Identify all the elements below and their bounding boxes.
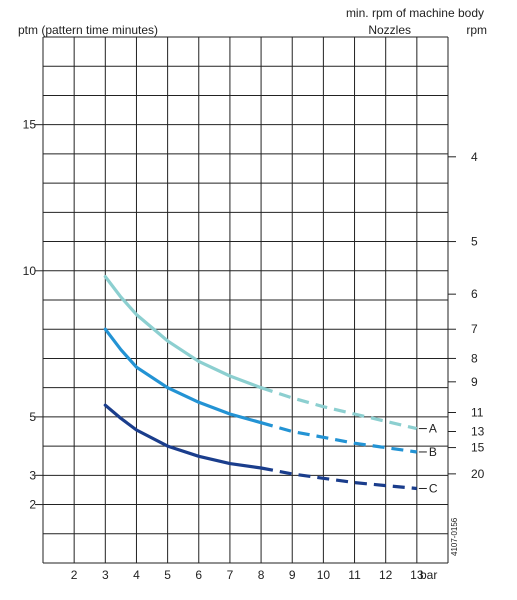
rpm-tick-label: 13 [471, 425, 485, 439]
y-tick-label: 10 [23, 264, 37, 278]
x-tick-label: 5 [164, 568, 171, 582]
x-tick-label: 3 [102, 568, 109, 582]
series-line-dashed-b [260, 421, 418, 454]
rpm-tick-label: 8 [471, 351, 478, 365]
y-tick-label: 2 [29, 498, 36, 512]
grid-lines [42, 36, 449, 564]
x-tick-label: 12 [379, 568, 393, 582]
rpm-tick-label: 6 [471, 287, 478, 301]
left-axis-label: ptm (pattern time minutes) [18, 23, 158, 37]
document-code: 4107-0156 [450, 517, 459, 556]
x-tick-label: 7 [227, 568, 234, 582]
rpm-tick-label: 5 [471, 235, 478, 249]
rpm-tick-label: 15 [471, 441, 485, 455]
right-axis-label-line1: min. rpm of machine body [346, 6, 484, 20]
series-line-dashed-c [260, 466, 417, 491]
series-line-dashed-a [260, 386, 418, 431]
x-tick-label: 11 [348, 568, 361, 582]
x-tick-label: 8 [258, 568, 265, 582]
x-tick-label: 10 [317, 568, 331, 582]
series-label-c: C [429, 481, 438, 495]
y-tick-label: 5 [29, 410, 36, 424]
x-tick-label: 4 [133, 568, 140, 582]
series-line-a [103, 275, 263, 390]
y-tick-label: 15 [23, 118, 37, 132]
x-tick-label: 6 [195, 568, 202, 582]
right-axis-unit-label: rpm [466, 23, 487, 37]
x-tick-label: 2 [71, 568, 78, 582]
x-tick-label: 13 [410, 568, 424, 582]
rpm-tick-label: 9 [471, 375, 478, 389]
y-tick-label: 3 [29, 468, 36, 482]
right-axis-label-line2: Nozzles [368, 23, 411, 37]
series-line-c [103, 403, 263, 470]
series-label-b: B [429, 445, 437, 459]
x-axis-label: bar [420, 568, 437, 582]
series-line-b [103, 327, 263, 425]
series-label-a: A [429, 422, 437, 436]
rpm-tick-label: 4 [471, 150, 478, 164]
rpm-tick-label: 11 [471, 406, 484, 420]
x-tick-label: 9 [289, 568, 296, 582]
rpm-tick-label: 20 [471, 467, 485, 481]
rpm-tick-label: 7 [471, 322, 478, 336]
